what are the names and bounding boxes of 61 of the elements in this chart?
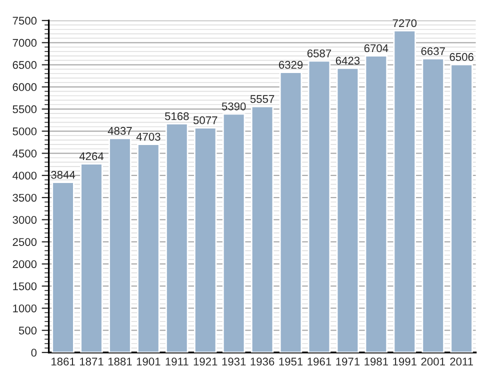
y-tick-label: 6000: [12, 83, 37, 92]
y-tick-label: 0: [31, 348, 37, 357]
y-tick-label: 2000: [12, 260, 37, 268]
data-label: 6704: [364, 44, 388, 52]
x-tick-label: 1951: [279, 358, 303, 366]
y-tick-label: 3500: [12, 194, 37, 202]
y-tick-label: 4000: [12, 172, 37, 180]
data-label: 6329: [278, 60, 303, 69]
y-tick-label: 2500: [12, 238, 37, 246]
y-tick-label: 6500: [12, 61, 37, 69]
data-label: 5390: [222, 102, 246, 110]
bar: [450, 64, 473, 352]
y-tick-label: 500: [18, 326, 37, 334]
x-tick-label: 1921: [194, 358, 218, 366]
bar: [52, 182, 74, 352]
data-label: 6637: [421, 47, 445, 56]
bar: [166, 123, 188, 352]
x-tick-label: 1936: [250, 358, 274, 366]
y-tick-label: 3000: [12, 216, 37, 224]
y-tick-label: 5500: [12, 105, 37, 114]
data-label: 6587: [307, 49, 332, 58]
x-tick-label: 1871: [80, 358, 104, 366]
bar: [308, 60, 331, 352]
data-label: 6423: [336, 56, 360, 65]
data-label: 6506: [450, 53, 474, 61]
bar: [80, 163, 103, 352]
data-label: 4837: [108, 126, 132, 135]
bar: [422, 58, 444, 352]
data-label: 5077: [193, 116, 218, 124]
data-label: 3844: [51, 170, 76, 179]
x-tick-label: 1991: [393, 358, 416, 366]
x-tick-label: 1981: [364, 358, 388, 366]
bar: [222, 113, 246, 352]
y-tick-label: 1000: [13, 304, 37, 312]
data-label: 5557: [250, 95, 274, 103]
x-tick-label: 1931: [222, 358, 246, 366]
bar: [108, 138, 132, 352]
x-tick-label: 1911: [166, 358, 188, 366]
bar: [393, 30, 416, 352]
bar: [250, 106, 274, 352]
data-label: 4703: [136, 132, 160, 141]
x-tick-label: 1961: [308, 358, 332, 366]
y-tick-label: 7000: [12, 38, 37, 47]
bar: [194, 127, 217, 352]
data-label: 5168: [164, 112, 189, 120]
bar: [336, 67, 360, 352]
x-tick-label: 2001: [421, 358, 445, 366]
bar: [137, 144, 160, 352]
data-label: 4264: [79, 152, 104, 160]
y-tick-label: 1500: [13, 282, 37, 290]
data-label: 7270: [392, 19, 417, 28]
x-tick-label: 1861: [52, 358, 75, 366]
x-tick-label: 2011: [450, 358, 473, 366]
bar: [279, 72, 302, 352]
x-tick-label: 1901: [136, 358, 160, 366]
y-tick-label: 5000: [12, 127, 37, 136]
y-tick-label: 4500: [12, 150, 37, 158]
x-tick-label: 1881: [108, 358, 132, 366]
bar: [364, 55, 388, 352]
y-tick-label: 7500: [12, 16, 37, 25]
x-tick-label: 1971: [336, 358, 360, 366]
